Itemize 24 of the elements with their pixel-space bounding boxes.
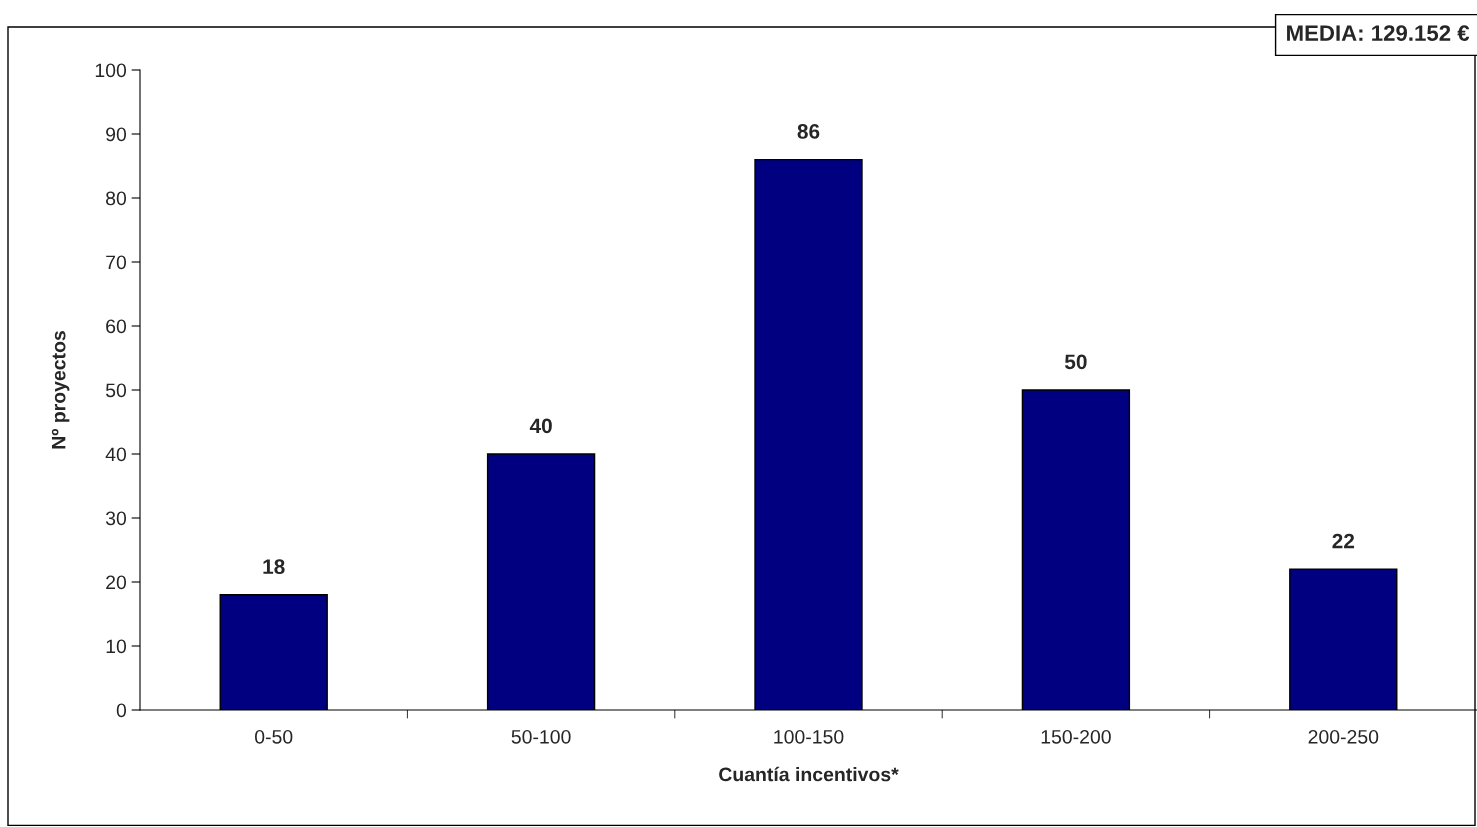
y-tick-label: 40	[105, 447, 127, 462]
text: MEDIA: 129.152 €	[1287, 25, 1470, 41]
y-tick-label: 10	[106, 639, 127, 654]
x-tick-label: 50-100	[511, 729, 571, 744]
x-tick-label: 0-50	[255, 729, 293, 744]
y-tick-label: 20	[106, 575, 127, 590]
y-tick-label: 70	[106, 255, 127, 270]
data-label: 86	[797, 124, 820, 139]
x-tick-label: 150-200	[1041, 729, 1111, 744]
x-tick-label: 100-150	[774, 729, 844, 744]
y-tick-label: 80	[106, 191, 127, 206]
y-tick-label: 0	[116, 703, 127, 718]
y-tick-label: 90	[106, 127, 127, 142]
data-label: 50	[1064, 354, 1087, 370]
x-tick-label: 200-250	[1308, 729, 1379, 744]
x-axis-title: Cuantía incentivos*	[719, 766, 899, 782]
data-label: 22	[1332, 533, 1355, 549]
y-axis-title: Nº proyectos	[51, 331, 70, 449]
data-label: 40	[529, 418, 552, 434]
y-tick-label: 60	[106, 319, 127, 334]
y-tick-label: 50	[105, 383, 127, 398]
data-label: 18	[263, 559, 285, 575]
y-tick-label: 100	[95, 63, 127, 78]
y-tick-label: 30	[105, 511, 127, 526]
